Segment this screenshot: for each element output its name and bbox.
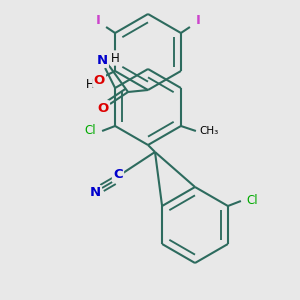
Text: CH₃: CH₃ (199, 126, 218, 136)
Text: N: N (89, 187, 100, 200)
Text: H: H (86, 77, 94, 91)
Text: O: O (98, 101, 109, 115)
Text: I: I (96, 14, 100, 26)
Text: I: I (196, 14, 200, 26)
Text: O: O (94, 74, 105, 86)
Text: N: N (97, 53, 108, 67)
Text: Cl: Cl (84, 124, 96, 137)
Text: Cl: Cl (246, 194, 258, 208)
Text: H: H (111, 52, 119, 64)
Text: C: C (113, 169, 123, 182)
